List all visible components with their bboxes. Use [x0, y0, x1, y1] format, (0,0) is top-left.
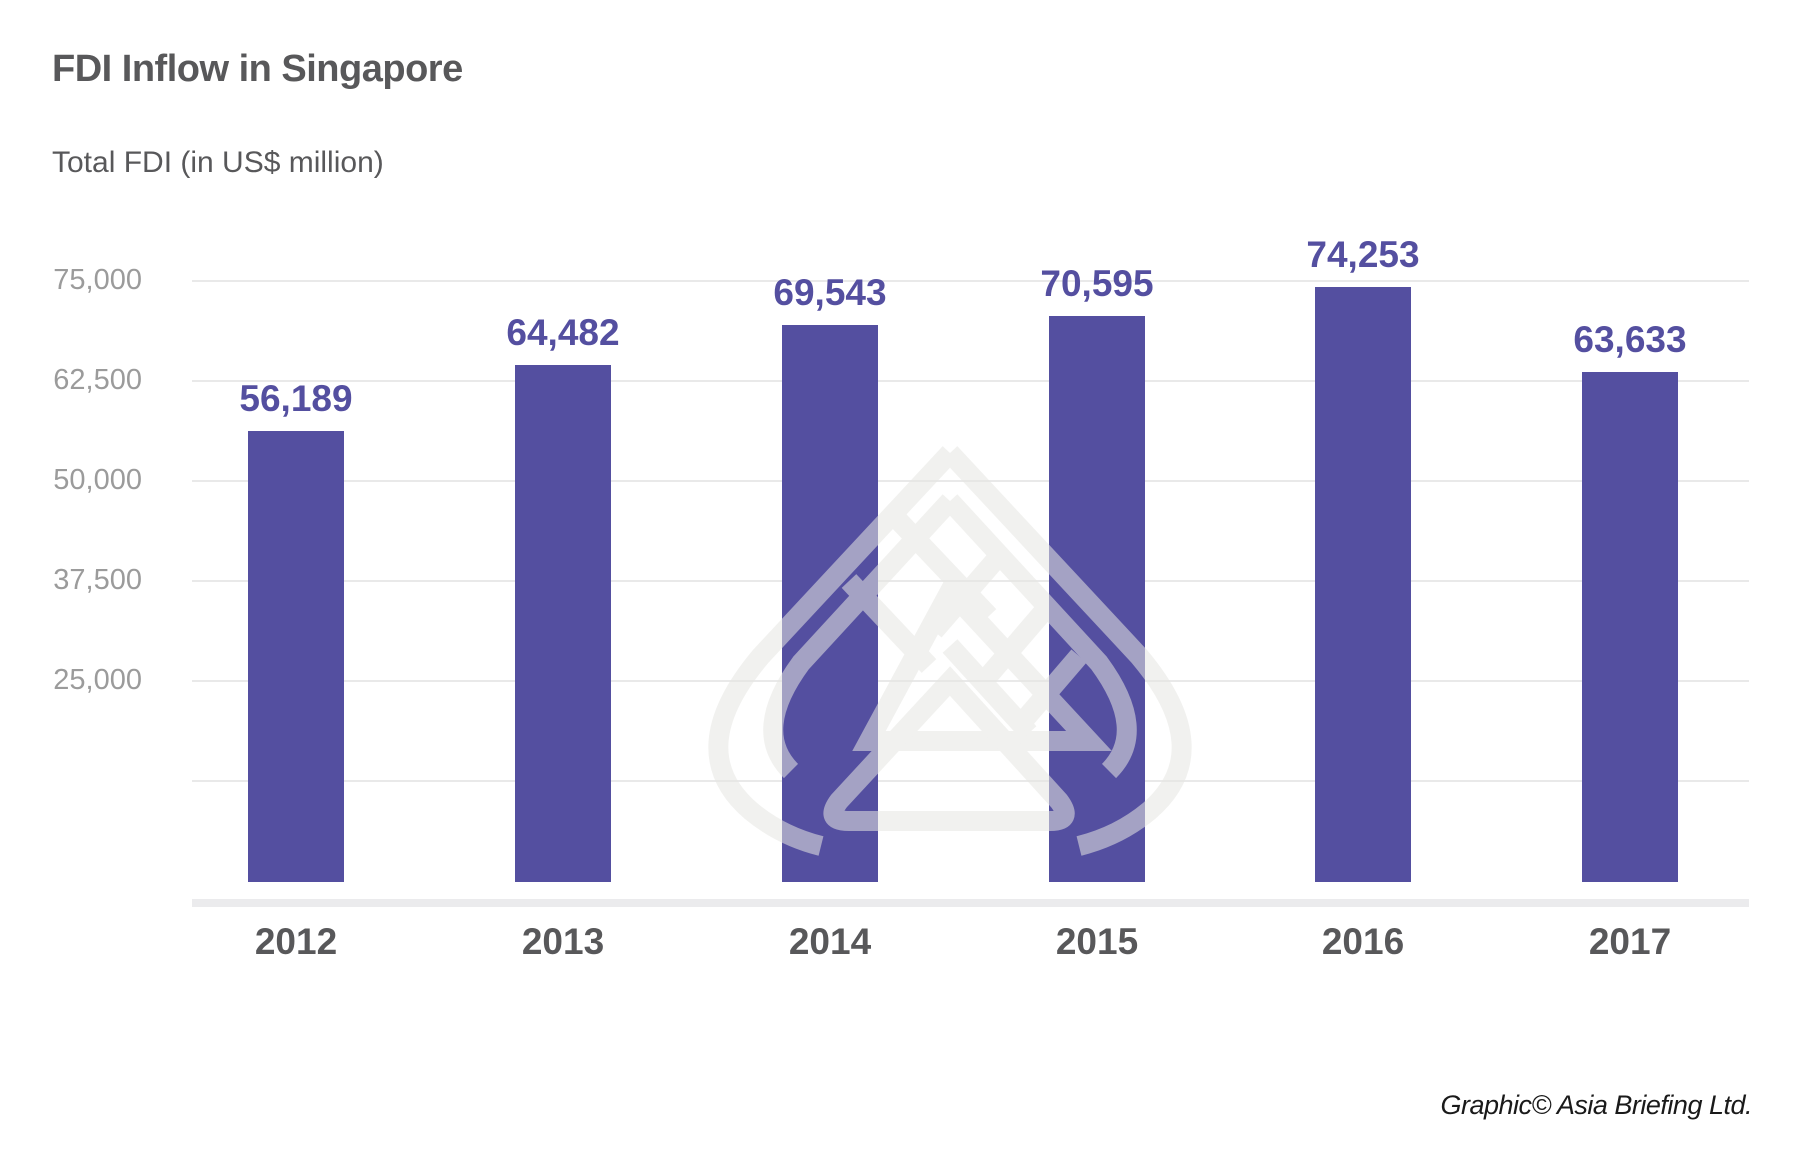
chart-title: FDI Inflow in Singapore [52, 48, 463, 90]
x-tick-label: 2016 [1321, 921, 1405, 962]
x-tick-label: 2012 [254, 921, 338, 962]
x-tick-label: 2014 [788, 921, 872, 962]
value-label: 70,595 [1040, 263, 1154, 304]
x-tick-label: 2013 [521, 921, 605, 962]
value-label: 63,633 [1573, 319, 1687, 360]
y-tick-label: 75,000 [53, 264, 142, 296]
y-tick-label: 50,000 [53, 464, 142, 496]
gridline [192, 380, 1749, 382]
x-tick-label: 2015 [1055, 921, 1139, 962]
gridline [192, 280, 1749, 282]
bar-2016 [1315, 287, 1411, 882]
bar-2017 [1582, 372, 1678, 882]
value-label: 69,543 [773, 272, 887, 313]
x-axis-baseline [192, 899, 1749, 907]
value-label: 56,189 [239, 378, 353, 419]
value-label: 74,253 [1306, 234, 1420, 275]
x-tick-label: 2017 [1588, 921, 1672, 962]
source-credit: Graphic© Asia Briefing Ltd. [1440, 1090, 1752, 1120]
gridline [192, 780, 1749, 782]
value-label: 64,482 [506, 312, 620, 353]
y-tick-label: 37,500 [53, 564, 142, 596]
y-tick-label: 25,000 [53, 664, 142, 696]
asia-briefing-logo-icon [708, 446, 1192, 856]
y-tick-label: 62,500 [53, 364, 142, 396]
bar-2012 [248, 431, 344, 882]
bar-2013 [515, 365, 611, 882]
chart-subtitle: Total FDI (in US$ million) [52, 146, 384, 179]
